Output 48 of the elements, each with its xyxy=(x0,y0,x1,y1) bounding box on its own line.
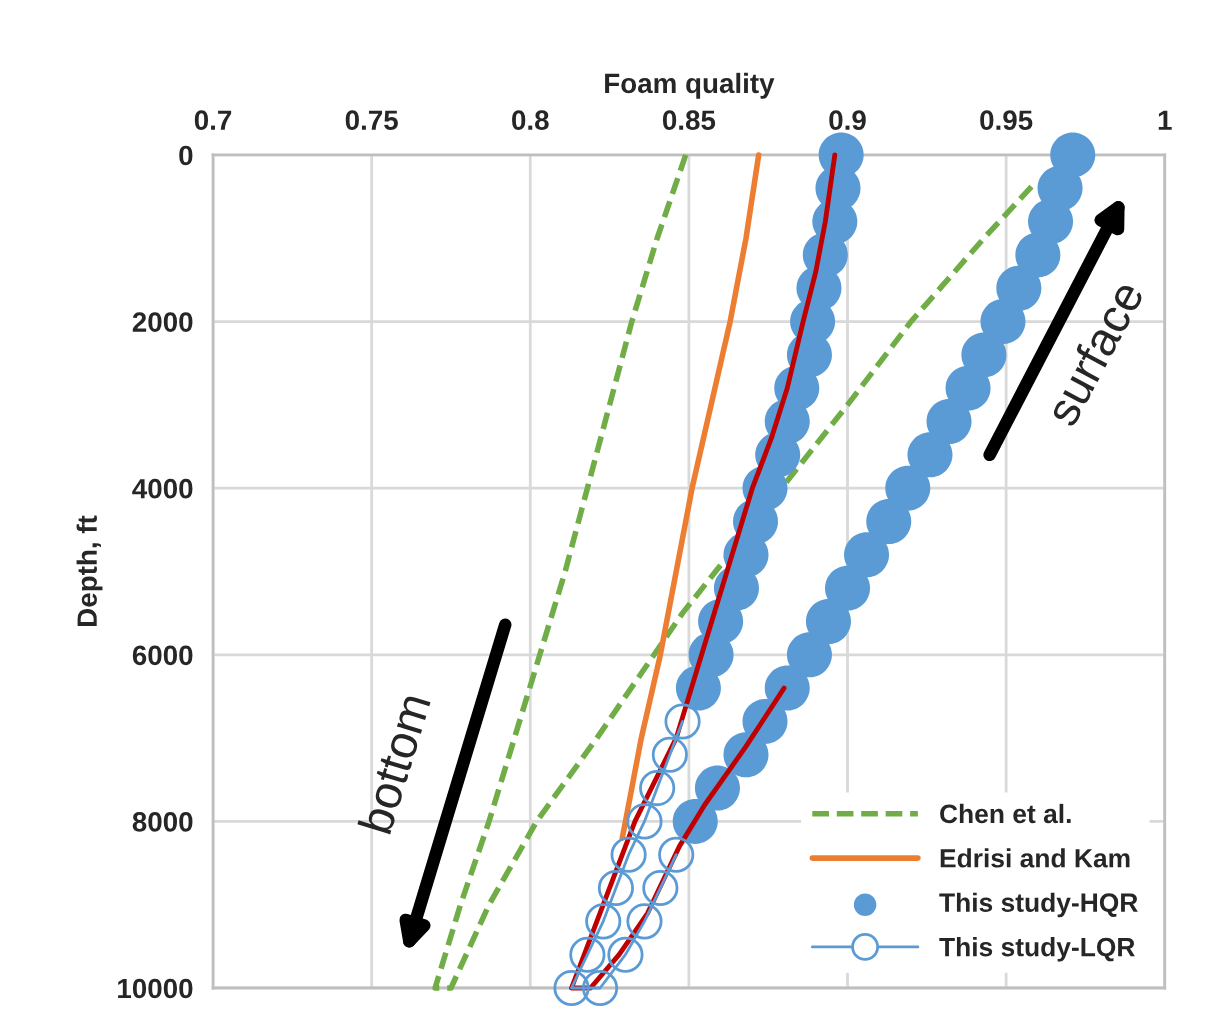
point xyxy=(582,969,619,1007)
point xyxy=(926,399,972,445)
x-axis-title: Foam quality xyxy=(605,72,775,99)
x-tick-label: 0.9 xyxy=(829,110,866,131)
y-tick-label: 0 xyxy=(179,145,193,166)
y-tick-label: 6000 xyxy=(132,645,193,666)
legend-label: This study-LQR xyxy=(939,937,1135,962)
x-tick-label: 0.75 xyxy=(345,110,398,131)
point xyxy=(980,299,1026,345)
point xyxy=(764,665,810,711)
y-tick-label: 4000 xyxy=(132,478,193,499)
x-tick-label: 1 xyxy=(1158,110,1172,130)
point xyxy=(585,903,622,940)
x-tick-label: 0.85 xyxy=(662,110,716,131)
point xyxy=(885,465,931,511)
point xyxy=(597,869,634,907)
point xyxy=(553,969,590,1007)
point xyxy=(651,736,688,773)
point xyxy=(825,565,871,611)
point xyxy=(664,703,701,740)
point xyxy=(907,432,953,478)
legend-label: Edrisi and Kam xyxy=(940,848,1130,868)
y-tick-label: 8000 xyxy=(132,812,193,832)
y-tick-label: 10000 xyxy=(118,978,193,999)
point xyxy=(805,598,851,644)
y-tick-label: 2000 xyxy=(132,312,193,332)
point xyxy=(844,532,890,578)
x-tick-label: 0.95 xyxy=(980,110,1033,131)
legend-label: Chen et al. xyxy=(940,803,1071,824)
point xyxy=(642,869,679,907)
y-axis-title: Depth, ft xyxy=(76,515,103,626)
annotation: bottom xyxy=(357,692,431,835)
x-tick-label: 0.8 xyxy=(512,110,549,131)
point xyxy=(961,332,1007,378)
x-tick-label: 0.7 xyxy=(194,110,232,131)
point xyxy=(996,265,1042,311)
point xyxy=(786,632,832,678)
point xyxy=(866,499,912,544)
legend-label: This study-HQR xyxy=(939,892,1138,918)
point xyxy=(658,836,695,873)
point xyxy=(1015,232,1061,278)
point xyxy=(945,365,991,411)
point xyxy=(639,770,676,807)
point xyxy=(626,803,663,840)
point xyxy=(607,936,644,973)
point xyxy=(569,936,606,973)
point xyxy=(626,903,663,940)
point xyxy=(610,836,647,873)
